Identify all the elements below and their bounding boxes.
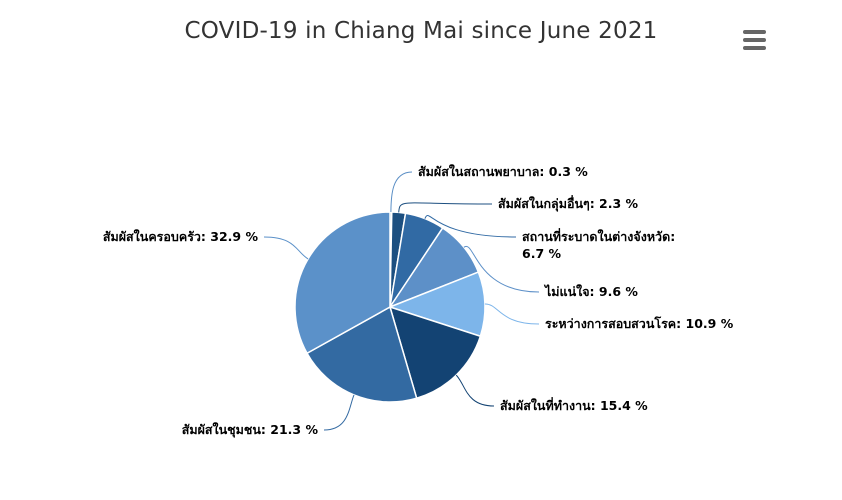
label-connector — [484, 303, 540, 325]
pie-labels: สัมผัสในสถานพยาบาล: 0.3 % สัมผัสในกลุ่มอื… — [103, 164, 734, 438]
pie-data-label: สัมผัสในครอบครัว: 32.9 % — [103, 229, 259, 244]
pie-data-label: สัมผัสในสถานพยาบาล: 0.3 % — [418, 164, 588, 179]
pie-data-label: ไม่แน่ใจ: 9.6 % — [543, 284, 638, 299]
label-connector — [390, 171, 413, 213]
pie-slice[interactable] — [294, 211, 391, 355]
pie-data-label: สัมผัสในกลุ่มอื่นๆ: 2.3 % — [498, 195, 639, 212]
pie-data-label: สัมผัสในชุมชน: 21.3 % — [182, 422, 319, 438]
chart-menu-button[interactable] — [736, 26, 772, 54]
chart-title: COVID-19 in Chiang Mai since June 2021 — [184, 18, 658, 44]
label-connector — [263, 236, 309, 260]
label-connector — [323, 394, 355, 431]
label-connector — [398, 202, 493, 213]
pie-slices — [294, 211, 486, 403]
pie-data-label: ระหว่างการสอบสวนโรค: 10.9 % — [545, 316, 734, 331]
label-connector — [463, 245, 540, 293]
pie-data-label: สัมผัสในที่ทำงาน: 15.4 % — [500, 397, 648, 413]
label-connector — [424, 214, 517, 238]
pie-data-label: สถานที่ระบาดในต่างจังหวัด: 6.7 % — [522, 228, 675, 261]
hamburger-menu-icon — [743, 30, 766, 34]
pie-slice[interactable] — [387, 271, 486, 338]
label-connectors — [263, 171, 540, 431]
label-connector — [455, 374, 495, 407]
